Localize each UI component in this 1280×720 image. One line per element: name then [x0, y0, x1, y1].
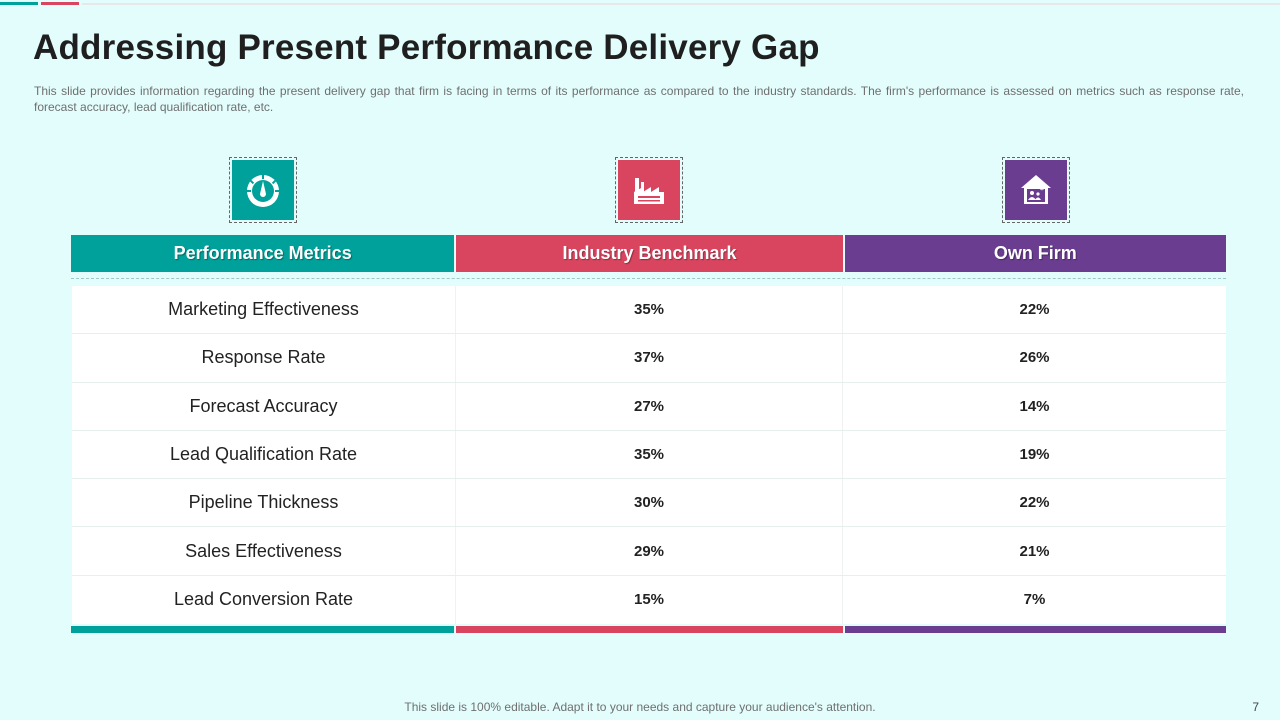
metric-name: Pipeline Thickness — [72, 479, 456, 527]
own-firm-value: 26% — [1019, 349, 1050, 367]
table-row: Forecast Accuracy 27% 14% — [72, 382, 1226, 431]
benchmark-value: 29% — [456, 527, 843, 575]
slide-description: This slide provides information regardin… — [34, 84, 1244, 114]
metric-name: Forecast Accuracy — [72, 382, 456, 430]
metric-name: Sales Effectiveness — [72, 527, 456, 575]
bottom-bar-red — [456, 626, 843, 633]
table-row: Lead Qualification Rate 35% 19% — [72, 430, 1226, 480]
header-industry-benchmark: Industry Benchmark — [456, 235, 843, 272]
own-firm-value: 22% — [1019, 301, 1050, 319]
benchmark-value: 37% — [456, 334, 843, 382]
benchmark-icon-frame — [615, 157, 683, 223]
header-performance-metrics: Performance Metrics — [71, 235, 455, 272]
metric-name: Response Rate — [72, 334, 456, 382]
table-row: Marketing Effectiveness 35% 22% — [72, 286, 1226, 335]
slide-title: Addressing Present Performance Delivery … — [33, 28, 820, 67]
bottom-bar-purple — [844, 626, 1226, 633]
benchmark-value: 15% — [456, 575, 843, 625]
own-firm-value: 22% — [1019, 494, 1050, 512]
benchmark-value: 35% — [456, 286, 843, 334]
header-separator — [71, 278, 1226, 279]
own-firm-icon-frame: $ — [1002, 157, 1070, 223]
table-header: Performance Metrics Industry Benchmark O… — [71, 235, 1226, 272]
table-row: Response Rate 37% 26% — [72, 334, 1226, 383]
metric-name: Lead Conversion Rate — [72, 575, 456, 625]
benchmark-value: 30% — [456, 479, 843, 527]
speedometer-icon — [247, 175, 279, 207]
own-firm-value: 7% — [1023, 591, 1046, 609]
top-accent-teal — [0, 2, 38, 5]
metric-name: Marketing Effectiveness — [72, 286, 456, 334]
own-firm-value: 21% — [1019, 542, 1050, 560]
top-accent-red — [41, 2, 79, 5]
slide-footer: This slide is 100% editable. Adapt it to… — [404, 700, 876, 714]
metrics-table: Marketing Effectiveness 35% 22% Response… — [72, 286, 1226, 625]
svg-text:$: $ — [1040, 185, 1044, 192]
header-own-firm: Own Firm — [844, 235, 1226, 272]
benchmark-value: 35% — [456, 430, 843, 479]
benchmark-value: 27% — [456, 382, 843, 430]
own-firm-value: 14% — [1019, 397, 1050, 415]
bottom-bar-teal — [71, 626, 455, 633]
house-dollar-icon: $ — [1021, 175, 1051, 204]
top-accent-line — [82, 3, 1280, 5]
factory-icon — [634, 178, 664, 204]
table-row: Lead Conversion Rate 15% 7% — [72, 575, 1226, 625]
own-firm-value: 19% — [1019, 446, 1050, 464]
page-number: 7 — [1252, 700, 1259, 714]
table-row: Pipeline Thickness 30% 22% — [72, 479, 1226, 528]
table-row: Sales Effectiveness 29% 21% — [72, 527, 1226, 576]
metric-name: Lead Qualification Rate — [72, 430, 456, 479]
metrics-icon-frame — [229, 157, 297, 223]
table-bottom-bars — [71, 626, 1226, 633]
